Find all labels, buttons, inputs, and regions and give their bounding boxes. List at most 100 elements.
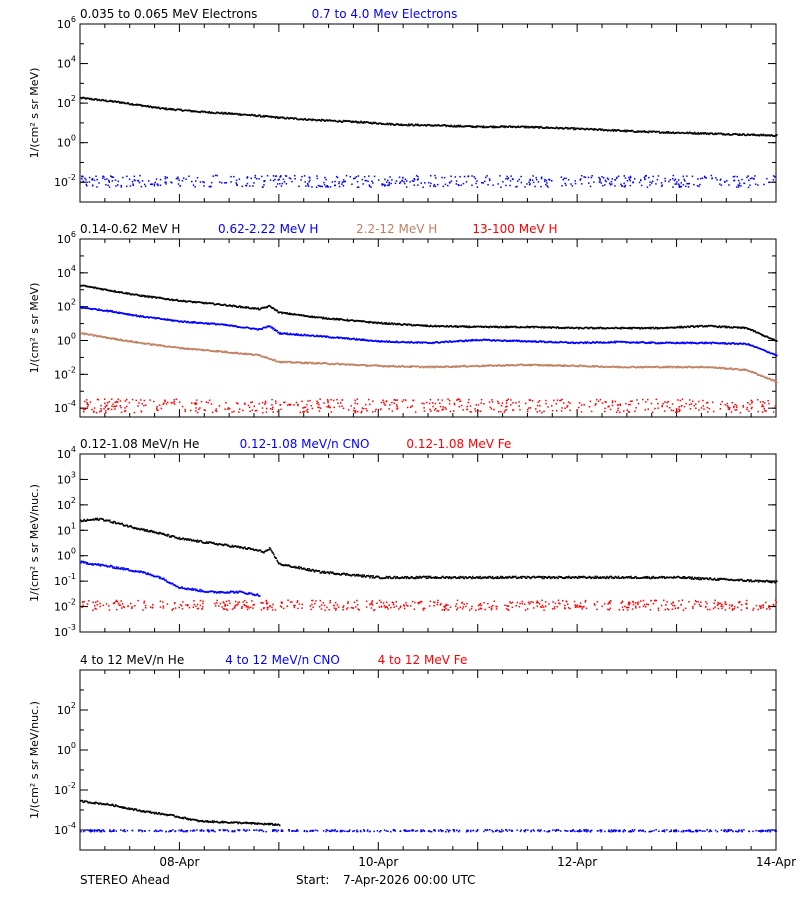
data-point bbox=[602, 185, 604, 187]
data-point bbox=[368, 399, 370, 401]
data-point bbox=[686, 183, 688, 185]
data-point bbox=[776, 355, 778, 357]
data-point bbox=[148, 180, 150, 182]
data-point bbox=[567, 405, 569, 407]
data-point bbox=[83, 411, 85, 413]
data-point bbox=[323, 182, 325, 184]
data-point bbox=[390, 183, 392, 185]
data-point bbox=[216, 175, 218, 177]
data-point bbox=[510, 180, 512, 182]
data-point bbox=[104, 403, 106, 405]
data-point bbox=[191, 402, 193, 404]
data-point bbox=[644, 177, 646, 179]
data-point bbox=[174, 399, 176, 401]
data-point bbox=[706, 402, 708, 404]
data-point bbox=[630, 180, 632, 182]
data-point bbox=[581, 404, 583, 406]
data-point bbox=[618, 176, 620, 178]
data-point bbox=[544, 181, 546, 183]
data-point bbox=[266, 408, 268, 410]
data-point bbox=[474, 176, 476, 178]
legend-entry: 0.12-1.08 MeV/n CNO bbox=[240, 437, 370, 451]
data-point bbox=[307, 400, 309, 402]
data-point bbox=[437, 410, 439, 412]
data-point bbox=[249, 411, 251, 413]
data-point bbox=[197, 412, 199, 414]
data-point bbox=[652, 412, 654, 414]
data-point bbox=[694, 132, 696, 134]
data-point bbox=[307, 412, 309, 414]
data-point bbox=[177, 177, 179, 179]
data-point bbox=[273, 180, 275, 182]
data-point bbox=[83, 332, 85, 334]
data-point bbox=[478, 404, 480, 406]
data-point bbox=[500, 187, 502, 189]
data-point bbox=[138, 402, 140, 404]
data-point bbox=[776, 340, 778, 342]
data-point bbox=[456, 183, 458, 185]
data-point bbox=[107, 309, 109, 311]
data-point bbox=[275, 402, 277, 404]
data-point bbox=[539, 405, 541, 407]
data-point bbox=[254, 177, 256, 179]
data-point bbox=[721, 401, 723, 403]
data-point bbox=[564, 178, 566, 180]
data-point bbox=[612, 402, 614, 404]
data-point bbox=[137, 405, 139, 407]
data-point bbox=[174, 403, 176, 405]
data-point bbox=[564, 408, 566, 410]
data-point bbox=[444, 177, 446, 179]
data-point bbox=[362, 407, 364, 409]
data-point bbox=[316, 175, 318, 177]
data-point bbox=[262, 407, 264, 409]
data-point bbox=[96, 186, 98, 188]
data-point bbox=[481, 182, 483, 184]
data-point bbox=[561, 399, 563, 401]
data-point bbox=[231, 411, 233, 413]
data-point bbox=[165, 178, 167, 180]
data-point bbox=[480, 411, 482, 413]
data-point bbox=[752, 401, 754, 403]
data-point bbox=[182, 406, 184, 408]
data-point bbox=[697, 178, 699, 180]
data-point bbox=[203, 185, 205, 187]
data-point bbox=[711, 175, 713, 177]
data-point bbox=[506, 402, 508, 404]
data-point bbox=[653, 176, 655, 178]
data-point bbox=[394, 399, 396, 401]
data-point bbox=[458, 399, 460, 401]
data-point bbox=[298, 186, 300, 188]
data-point bbox=[434, 409, 436, 411]
data-point bbox=[658, 175, 660, 177]
data-point bbox=[470, 411, 472, 413]
data-point bbox=[363, 408, 365, 410]
y-tick-label: 100 bbox=[57, 331, 76, 347]
data-point bbox=[607, 406, 609, 408]
data-point bbox=[332, 181, 334, 183]
data-point bbox=[684, 406, 686, 408]
data-point bbox=[633, 181, 635, 183]
data-point bbox=[607, 177, 609, 179]
data-point bbox=[528, 407, 530, 409]
data-point bbox=[748, 410, 750, 412]
data-point bbox=[263, 184, 265, 186]
data-point bbox=[157, 184, 159, 186]
data-point bbox=[327, 399, 329, 401]
data-point bbox=[515, 402, 517, 404]
data-point bbox=[490, 407, 492, 409]
data-point bbox=[184, 409, 186, 411]
data-point bbox=[118, 399, 120, 401]
data-point bbox=[257, 307, 259, 309]
data-point bbox=[590, 401, 592, 403]
data-point bbox=[748, 187, 750, 189]
data-point bbox=[102, 518, 104, 520]
data-point bbox=[193, 184, 195, 186]
data-point bbox=[195, 180, 197, 182]
data-point bbox=[618, 404, 620, 406]
data-point bbox=[551, 180, 553, 182]
data-point bbox=[345, 181, 347, 183]
data-point bbox=[239, 409, 241, 411]
data-point bbox=[584, 404, 586, 406]
data-point bbox=[341, 183, 343, 185]
data-point bbox=[385, 405, 387, 407]
